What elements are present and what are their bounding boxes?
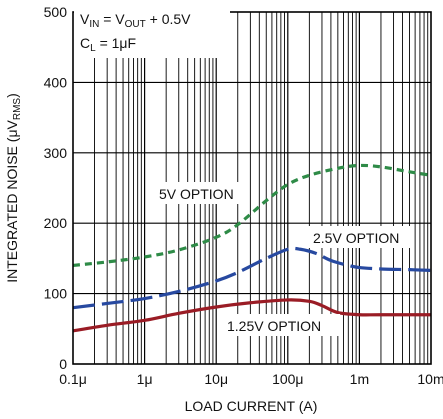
y-tick-label: 500: [44, 4, 68, 20]
label-1-25v-background: [222, 314, 340, 336]
x-tick-label: 10m: [417, 371, 443, 387]
plot-frame: [72, 11, 432, 365]
y-tick-label: 0: [59, 356, 67, 372]
x-tick-label: 1m: [350, 371, 369, 387]
series-line-0: [72, 163, 432, 268]
y-axis-label: INTEGRATED NOISE (μVRMS): [4, 93, 23, 283]
x-tick-label: 100μ: [272, 371, 303, 387]
label-5v-background: [154, 182, 246, 204]
series-label-1-25v: 1.25V OPTION: [227, 318, 321, 334]
x-axis-label: LOAD CURRENT (A): [185, 398, 318, 414]
series-label-2-5v: 2.5V OPTION: [313, 230, 399, 246]
y-tick-label: 300: [44, 145, 68, 161]
x-tick-labels: 0.1μ 1μ 10μ 100μ 1m 10m: [59, 371, 443, 387]
x-tick-label: 1μ: [137, 371, 153, 387]
series-line-2: [72, 298, 431, 333]
annotation-cl: CL = 1μF: [80, 35, 136, 54]
series-layer: [72, 163, 432, 333]
annotation-background: [74, 6, 230, 58]
y-tick-label: 100: [44, 286, 68, 302]
label-2-5v-background: [308, 226, 414, 248]
grid-lines: [73, 12, 431, 364]
y-tick-label: 200: [44, 215, 68, 231]
y-tick-label: 400: [44, 74, 68, 90]
x-tick-label: 0.1μ: [59, 371, 87, 387]
y-tick-labels: 0 100 200 300 400 500: [44, 4, 68, 372]
series-line-1: [72, 246, 432, 310]
series-label-5v: 5V OPTION: [159, 186, 234, 202]
annotation-vin: VIN = VOUT + 0.5V: [80, 11, 191, 30]
x-tick-label: 10μ: [204, 371, 228, 387]
